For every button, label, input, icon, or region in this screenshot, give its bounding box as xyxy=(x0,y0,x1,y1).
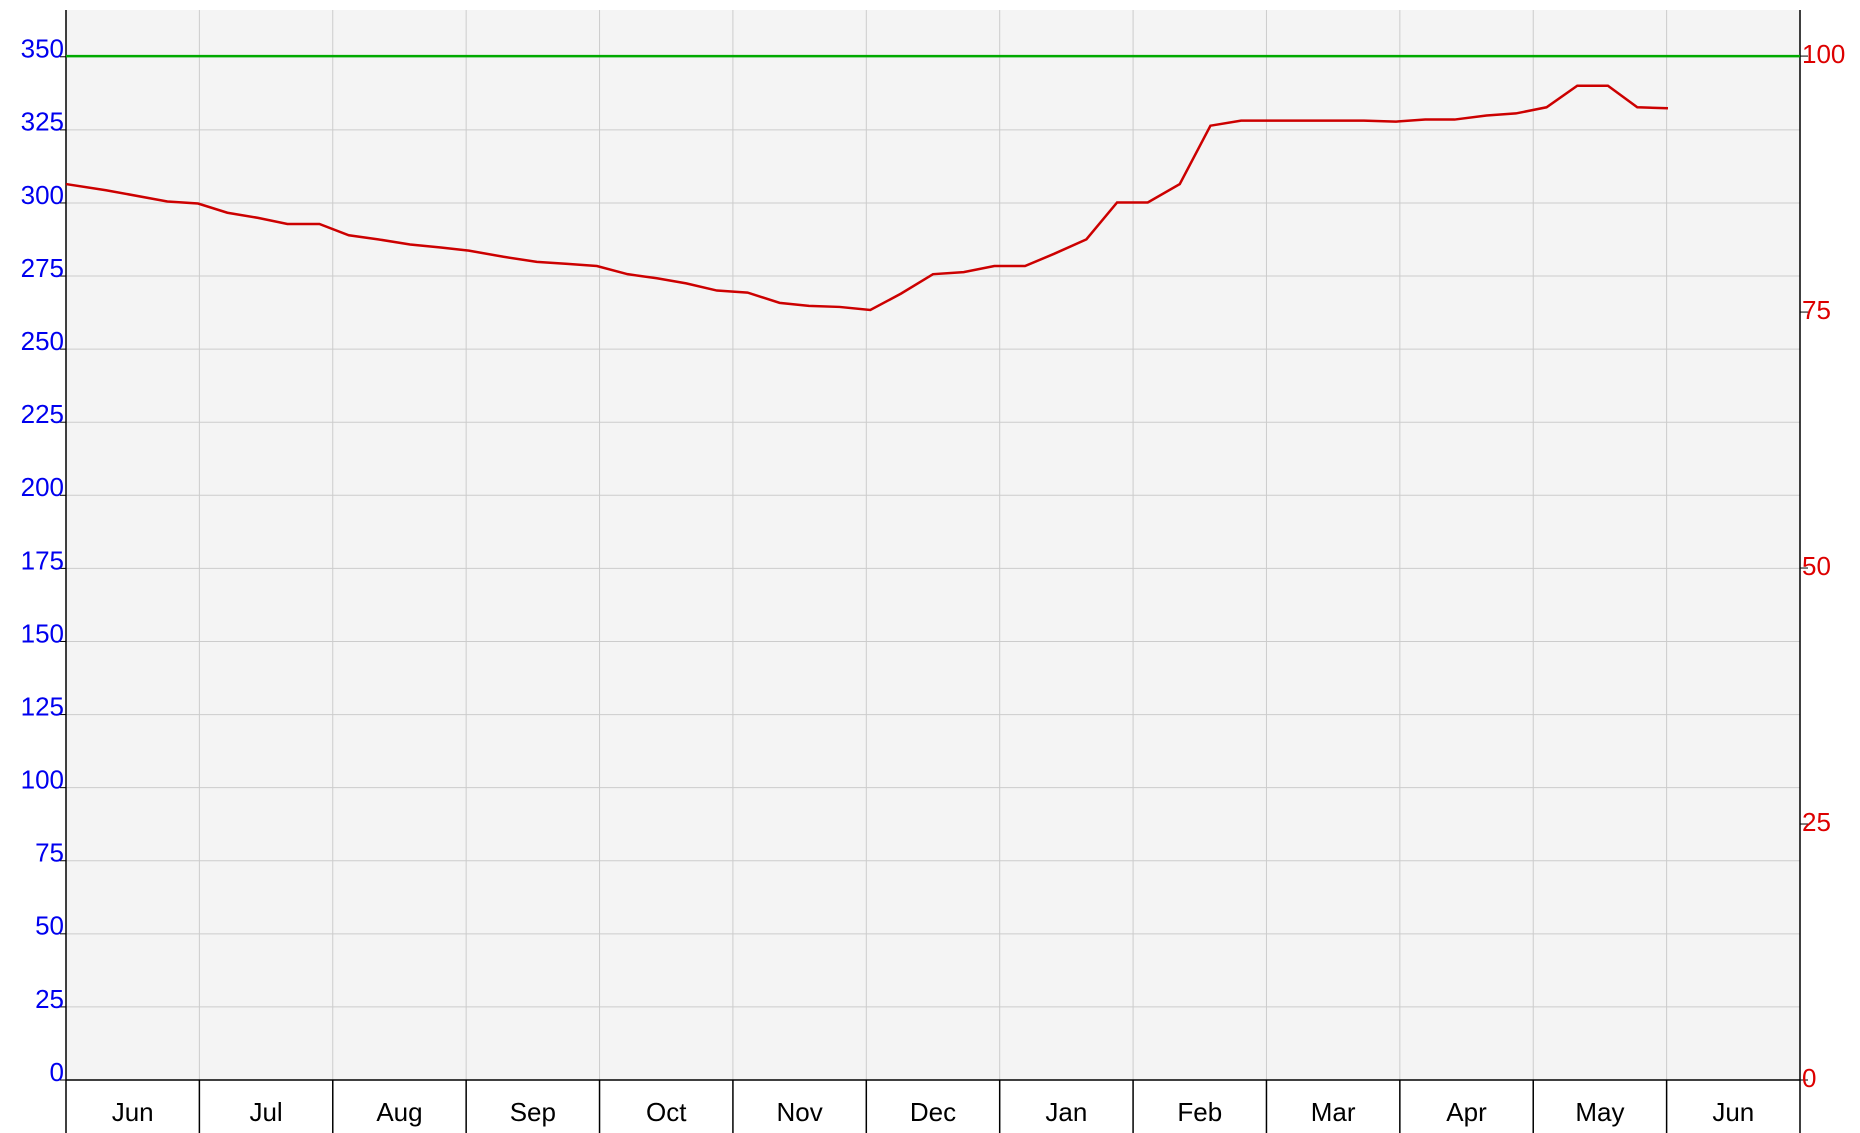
y-tick-label: 50 xyxy=(35,911,64,941)
x-tick-label: Nov xyxy=(776,1097,822,1127)
x-tick-label: Apr xyxy=(1446,1097,1487,1127)
x-tick-label: Jan xyxy=(1045,1097,1087,1127)
x-tick-label: May xyxy=(1575,1097,1624,1127)
y-tick-label: 325 xyxy=(21,107,64,137)
x-tick-label: Sep xyxy=(510,1097,556,1127)
x-tick-label: Jun xyxy=(1712,1097,1754,1127)
y-tick-label: 250 xyxy=(21,326,64,356)
y-tick-label: 200 xyxy=(21,472,64,502)
y2-tick-label: 100 xyxy=(1802,39,1845,69)
x-tick-label: Feb xyxy=(1177,1097,1222,1127)
y-tick-label: 225 xyxy=(21,399,64,429)
y-tick-label: 175 xyxy=(21,545,64,575)
y-tick-label: 0 xyxy=(50,1057,64,1087)
y-tick-label: 100 xyxy=(21,765,64,795)
y2-tick-label: 75 xyxy=(1802,295,1831,325)
y-tick-label: 75 xyxy=(35,838,64,868)
y2-tick-label: 50 xyxy=(1802,551,1831,581)
y2-tick-label: 25 xyxy=(1802,807,1831,837)
y-tick-label: 300 xyxy=(21,180,64,210)
y-tick-label: 25 xyxy=(35,984,64,1014)
plot-area xyxy=(66,10,1800,1080)
x-tick-label: Jun xyxy=(112,1097,154,1127)
x-tick-label: Oct xyxy=(646,1097,687,1127)
y-tick-label: 275 xyxy=(21,253,64,283)
series-line xyxy=(65,84,1668,312)
y-tick-label: 150 xyxy=(21,618,64,648)
y-tick-label: 125 xyxy=(21,691,64,721)
x-tick-label: Mar xyxy=(1311,1097,1356,1127)
y2-tick-label: 0 xyxy=(1802,1063,1816,1093)
x-tick-label: Aug xyxy=(376,1097,422,1127)
x-tick-label: Jul xyxy=(249,1097,282,1127)
y-tick-label: 350 xyxy=(21,34,64,64)
x-tick-label: Dec xyxy=(910,1097,956,1127)
